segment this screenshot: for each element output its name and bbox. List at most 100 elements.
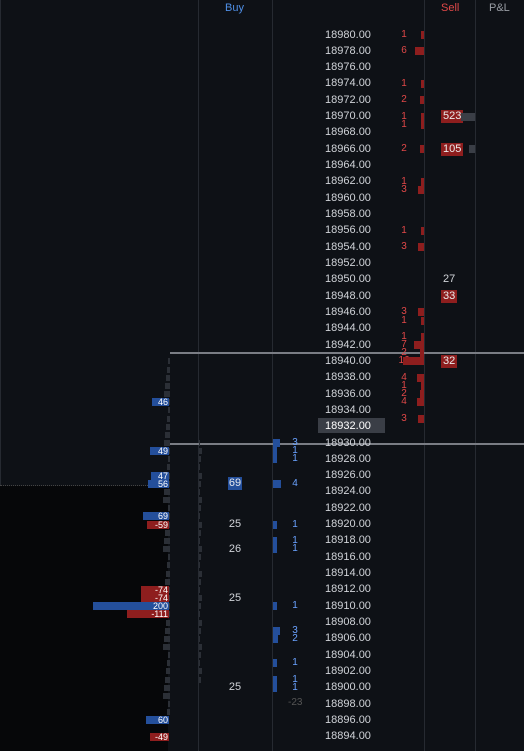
- buy-profile-tick: [199, 488, 200, 495]
- price-level[interactable]: 18928.00: [325, 452, 371, 465]
- price-level[interactable]: 18976.00: [325, 61, 371, 74]
- price-level[interactable]: 18980.00: [325, 28, 371, 41]
- profile-tick: [166, 570, 170, 577]
- profile-tick: [164, 537, 170, 544]
- buy-profile-tick: [199, 456, 201, 463]
- price-level[interactable]: 18914.00: [325, 567, 371, 580]
- price-level[interactable]: 18954.00: [325, 240, 371, 253]
- sell-resting-order[interactable]: 523: [441, 110, 464, 124]
- best-ask-line: [170, 352, 524, 354]
- sell-volume-bar: [414, 47, 424, 56]
- sell-depth-bar: [461, 112, 475, 121]
- price-level[interactable]: 18912.00: [325, 583, 371, 596]
- price-level[interactable]: 18902.00: [325, 664, 371, 677]
- buy-resting-order[interactable]: 25: [228, 591, 242, 604]
- price-level[interactable]: 18968.00: [325, 126, 371, 139]
- price-level[interactable]: 18970.00: [325, 110, 371, 123]
- buy-volume-bar: [273, 447, 277, 456]
- price-level[interactable]: 18974.00: [325, 77, 371, 90]
- profile-tick: [168, 505, 170, 512]
- price-level[interactable]: 18962.00: [325, 175, 371, 188]
- sell-volume-bar: [420, 381, 424, 390]
- price-level[interactable]: 18978.00: [325, 44, 371, 57]
- sell-resting-order[interactable]: 105: [441, 142, 464, 156]
- buy-profile-tick: [199, 505, 201, 512]
- price-level[interactable]: 18950.00: [325, 273, 371, 286]
- buy-resting-order[interactable]: 26: [228, 542, 242, 555]
- buy-resting-order[interactable]: 69: [228, 477, 242, 491]
- price-level[interactable]: 18896.00: [325, 713, 371, 726]
- sell-volume-bar: [418, 414, 424, 423]
- buy-resting-order[interactable]: 25: [228, 518, 242, 531]
- price-level[interactable]: 18908.00: [325, 616, 371, 629]
- buy-profile-tick: [199, 603, 201, 610]
- volume-profile-label: -74: [141, 585, 169, 594]
- volume-profile-label: 60: [146, 716, 169, 725]
- misc-value: -23: [288, 697, 303, 708]
- sell-volume-bar: [420, 226, 424, 235]
- buy-trade-count: 3: [292, 437, 298, 448]
- price-level[interactable]: 18960.00: [325, 191, 371, 204]
- profile-tick: [163, 692, 170, 699]
- sell-resting-order[interactable]: 27: [443, 273, 456, 286]
- buy-profile-tick: [199, 480, 201, 487]
- profile-tick: [166, 619, 170, 626]
- price-level[interactable]: 18946.00: [325, 305, 371, 318]
- price-level[interactable]: 18924.00: [325, 485, 371, 498]
- profile-tick: [166, 423, 170, 430]
- profile-tick: [165, 676, 170, 683]
- price-level[interactable]: 18940.00: [325, 354, 371, 367]
- volume-profile-label: 47: [151, 471, 169, 480]
- profile-tick: [168, 358, 170, 365]
- sell-volume-bar: [419, 390, 424, 399]
- price-level[interactable]: 18964.00: [325, 159, 371, 172]
- price-level[interactable]: 18948.00: [325, 289, 371, 302]
- price-level[interactable]: 18904.00: [325, 648, 371, 661]
- price-level[interactable]: 18972.00: [325, 93, 371, 106]
- price-level[interactable]: 18910.00: [325, 599, 371, 612]
- price-level[interactable]: 18952.00: [325, 256, 371, 269]
- price-level[interactable]: 18942.00: [325, 338, 371, 351]
- volume-profile-label: 56: [148, 479, 169, 488]
- price-level[interactable]: 18900.00: [325, 681, 371, 694]
- profile-tick: [167, 709, 170, 716]
- price-level[interactable]: 18966.00: [325, 142, 371, 155]
- price-level[interactable]: 18958.00: [325, 208, 371, 221]
- best-bid-line: [170, 443, 524, 445]
- price-level[interactable]: 18936.00: [325, 387, 371, 400]
- price-level[interactable]: 18932.00: [325, 420, 371, 433]
- sell-trade-count: 1: [401, 224, 407, 236]
- sell-volume-bar: [419, 96, 424, 105]
- price-level[interactable]: 18920.00: [325, 518, 371, 531]
- price-level[interactable]: 18934.00: [325, 403, 371, 416]
- sell-column-header[interactable]: Sell: [441, 2, 460, 14]
- sell-trade-count: 6: [401, 45, 407, 57]
- price-level[interactable]: 18894.00: [325, 730, 371, 743]
- price-level[interactable]: 18930.00: [325, 436, 371, 449]
- sell-volume-bar: [418, 308, 424, 317]
- buy-volume-bar: [273, 439, 280, 447]
- sell-resting-order[interactable]: 32: [441, 354, 458, 368]
- profile-tick: [165, 431, 170, 438]
- sell-trade-count: 1: [401, 118, 407, 130]
- price-level[interactable]: 18938.00: [325, 371, 371, 384]
- sell-resting-order[interactable]: 33: [441, 289, 458, 303]
- price-level[interactable]: 18898.00: [325, 697, 371, 710]
- buy-profile-tick: [199, 513, 200, 520]
- volume-profile-label: 200: [93, 602, 169, 611]
- price-level[interactable]: 18918.00: [325, 534, 371, 547]
- sell-trade-count: 3: [401, 412, 407, 424]
- price-level[interactable]: 18944.00: [325, 322, 371, 335]
- buy-column-header[interactable]: Buy: [225, 2, 244, 14]
- price-level[interactable]: 18916.00: [325, 550, 371, 563]
- sell-trade-count: 1: [401, 330, 407, 342]
- price-level[interactable]: 18922.00: [325, 501, 371, 514]
- price-level[interactable]: 18906.00: [325, 632, 371, 645]
- price-level[interactable]: 18956.00: [325, 224, 371, 237]
- buy-resting-order[interactable]: 25: [228, 681, 242, 694]
- price-level[interactable]: 18926.00: [325, 469, 371, 482]
- sell-depth-bar: [469, 145, 475, 154]
- buy-volume-bar: [273, 626, 280, 635]
- buy-trade-count: 1: [292, 534, 298, 546]
- pnl-column-header[interactable]: P&L: [489, 2, 510, 14]
